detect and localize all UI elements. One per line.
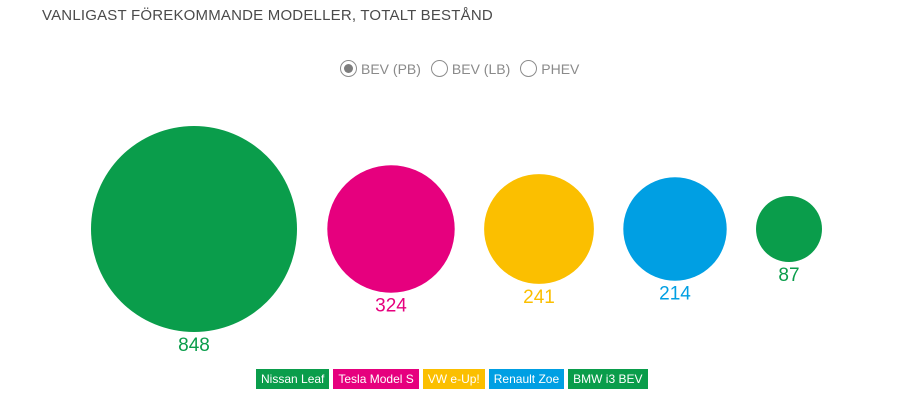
bubble-renault-zoe[interactable] bbox=[623, 177, 727, 281]
bubble-vw-e-up[interactable] bbox=[484, 174, 594, 284]
value-label-nissan-leaf: 848 bbox=[178, 335, 210, 356]
filter-option-label: BEV (LB) bbox=[451, 60, 511, 77]
value-label-bmw-i3-bev: 87 bbox=[778, 265, 799, 286]
filter-option-bev-pb[interactable]: BEV (PB) bbox=[340, 60, 421, 77]
radio-button-icon[interactable] bbox=[430, 60, 448, 77]
series-filter: BEV (PB) BEV (LB) PHEV bbox=[340, 60, 579, 77]
bubble-bmw-i3-bev[interactable] bbox=[756, 196, 822, 262]
value-label-tesla-model-s: 324 bbox=[375, 296, 407, 317]
filter-option-label: PHEV bbox=[541, 60, 580, 77]
chart-title: VANLIGAST FÖREKOMMANDE MODELLER, TOTALT … bbox=[42, 7, 493, 24]
radio-button-icon[interactable] bbox=[340, 60, 357, 77]
legend-item-nissan-leaf[interactable]: Nissan Leaf bbox=[256, 369, 330, 389]
legend-item-tesla-model-s[interactable]: Tesla Model S bbox=[333, 369, 419, 389]
bubble-tesla-model-s[interactable] bbox=[327, 165, 455, 293]
filter-option-label: BEV (PB) bbox=[361, 60, 421, 77]
legend-item-renault-zoe[interactable]: Renault Zoe bbox=[488, 369, 565, 389]
radio-button-icon[interactable] bbox=[520, 60, 538, 77]
value-label-vw-e-up: 241 bbox=[523, 287, 555, 308]
bubble-nissan-leaf[interactable] bbox=[91, 126, 297, 332]
legend-item-bmw-i3-bev[interactable]: BMW i3 BEV bbox=[568, 369, 648, 389]
legend: Nissan Leaf Tesla Model S VW e-Up! Renau… bbox=[256, 369, 648, 389]
filter-option-phev[interactable]: PHEV bbox=[520, 60, 579, 77]
filter-option-bev-lb[interactable]: BEV (LB) bbox=[430, 60, 511, 77]
legend-item-vw-e-up[interactable]: VW e-Up! bbox=[422, 369, 485, 389]
value-label-renault-zoe: 214 bbox=[659, 284, 691, 305]
